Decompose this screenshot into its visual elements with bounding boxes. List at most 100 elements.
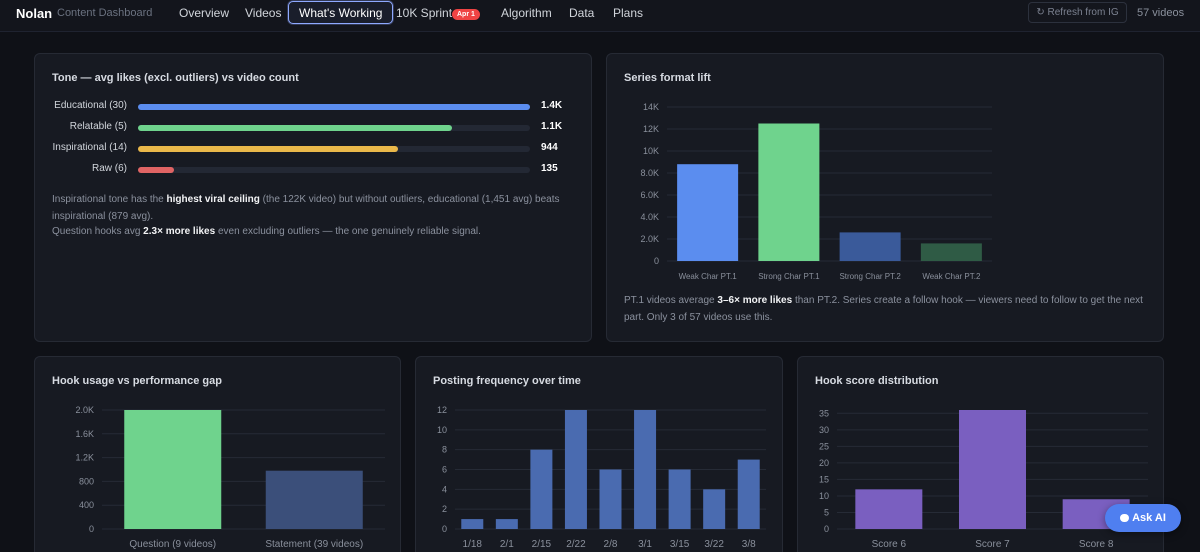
y-tick-label: 20 <box>819 458 829 468</box>
tone-card-title: Tone — avg likes (excl. outliers) vs vid… <box>52 72 299 84</box>
hook-usage-card: Hook usage vs performance gap 0 400 800 1.2… <box>34 356 401 552</box>
tone-card: Tone — avg likes (excl. outliers) vs vid… <box>34 53 592 342</box>
x-tick-label: 3/1 <box>638 539 652 550</box>
bar-2-15[interactable] <box>530 449 553 529</box>
series-lift-chart: 0 2.0K 4.0K 6.0K 8.0K 10K 12K 14K Weak Char PT.1… <box>640 102 992 281</box>
tab-data[interactable]: Data <box>569 6 595 20</box>
y-tick-label: 2 <box>442 504 447 514</box>
tone-label-relatable: Relatable (5) <box>69 121 127 132</box>
bar-score-6[interactable] <box>855 489 923 529</box>
sprint-date-badge: Apr 1 <box>452 9 480 20</box>
x-tick-label: Score 7 <box>975 539 1010 550</box>
y-tick-label: 10 <box>819 491 829 501</box>
y-tick-label: 10K <box>643 146 659 156</box>
bar-statement-39-videos-[interactable] <box>265 470 363 529</box>
bar-2-8[interactable] <box>599 469 622 530</box>
y-tick-label: 6 <box>442 465 447 475</box>
posting-frequency-card: Posting frequency over time 0 2 4 6 8 10 12 1/1… <box>415 356 783 552</box>
tab-overview[interactable]: Overview <box>179 6 230 20</box>
x-tick-label: 1/18 <box>463 539 483 550</box>
y-tick-label: 5 <box>824 507 829 517</box>
tone-value-inspirational: 944 <box>541 142 558 153</box>
tone-bar-educational <box>138 104 530 110</box>
x-tick-label: 3/22 <box>704 539 724 550</box>
x-tick-label: Statement (39 videos) <box>265 539 363 550</box>
bar-question-9-videos-[interactable] <box>124 410 222 529</box>
series-caption: PT.1 videos average 3–6× more likes than… <box>624 295 1143 323</box>
x-tick-label: Question (9 videos) <box>129 539 216 550</box>
y-tick-label: 0 <box>654 256 659 266</box>
tone-fill-inspirational <box>138 146 399 152</box>
tone-label-inspirational: Inspirational (14) <box>52 142 127 153</box>
x-tick-label: 2/15 <box>532 539 552 550</box>
bar-3-22[interactable] <box>703 489 726 529</box>
ask-ai-label: Ask AI <box>1132 512 1166 524</box>
y-tick-label: 8 <box>442 445 447 455</box>
bar-2-1[interactable] <box>495 519 518 529</box>
series-card: Series format lift 0 2.0K 4.0K 6.0K 8.0K 10K 1… <box>606 53 1164 342</box>
x-tick-label: Score 8 <box>1079 539 1114 550</box>
bar-3-8[interactable] <box>737 459 760 529</box>
tone-fill-raw <box>138 167 175 173</box>
bar-3-1[interactable] <box>634 410 657 529</box>
ask-ai-button[interactable]: Ask AI <box>1105 504 1181 532</box>
tab-plans[interactable]: Plans <box>613 6 644 20</box>
x-tick-label: 3/15 <box>670 539 690 550</box>
tone-fill-educational <box>138 104 530 110</box>
bar-score-7[interactable] <box>959 410 1026 529</box>
bar-strong-char-pt-2[interactable] <box>839 232 901 261</box>
y-tick-label: 14K <box>643 102 659 112</box>
tone-value-educational: 1.4K <box>541 100 563 111</box>
tone-bar-raw <box>138 167 530 173</box>
tone-label-raw: Raw (6) <box>91 163 127 174</box>
bar-weak-char-pt-1[interactable] <box>677 164 739 261</box>
y-tick-label: 30 <box>819 425 829 435</box>
hook-usage-chart: 0 400 800 1.2K 1.6K 2.0K Question (9 videos) St… <box>75 405 385 550</box>
bar-2-22[interactable] <box>564 410 587 529</box>
hook-score-card: Hook score distribution 0 5 10 15 20 25 30 35 Sc… <box>797 356 1164 552</box>
tone-bar-relatable <box>138 125 530 131</box>
tab-whats-working[interactable]: What's Working <box>288 1 394 24</box>
tone-value-raw: 135 <box>541 163 558 174</box>
x-tick-label: Weak Char PT.1 <box>679 272 738 281</box>
y-tick-label: 4.0K <box>640 212 659 222</box>
x-tick-label: 2/8 <box>604 539 618 550</box>
bar-1-18[interactable] <box>461 519 484 529</box>
y-tick-label: 2.0K <box>75 405 94 415</box>
brand-name: Nolan <box>16 6 53 21</box>
x-tick-label: 2/1 <box>500 539 514 550</box>
tab-10k-sprint[interactable]: 10K Sprint <box>396 6 453 20</box>
videos-count: 57 videos <box>1137 7 1185 19</box>
y-tick-label: 0 <box>89 524 94 534</box>
bar-strong-char-pt-1[interactable] <box>758 123 820 262</box>
y-tick-label: 8.0K <box>640 168 659 178</box>
refresh-from-ig-button[interactable]: ↻ Refresh from IG <box>1028 2 1127 23</box>
bar-3-15[interactable] <box>668 469 691 530</box>
y-tick-label: 1.6K <box>75 429 94 439</box>
tone-label-educational: Educational (30) <box>54 100 127 111</box>
x-tick-label: Strong Char PT.1 <box>758 272 820 281</box>
y-tick-label: 2.0K <box>640 234 659 244</box>
x-tick-label: Weak Char PT.2 <box>922 272 981 281</box>
tab-algorithm[interactable]: Algorithm <box>501 6 552 20</box>
brand-subtitle: Content Dashboard <box>57 7 153 19</box>
series-card-title: Series format lift <box>624 72 711 84</box>
hook-score-title: Hook score distribution <box>815 375 939 387</box>
hook-score-chart: 0 5 10 15 20 25 30 35 Score 6 Score 7 Score 8 <box>819 408 1148 550</box>
y-tick-label: 0 <box>442 524 447 534</box>
y-tick-label: 12K <box>643 124 659 134</box>
x-tick-label: Score 6 <box>872 539 907 550</box>
y-tick-label: 12 <box>437 405 447 415</box>
tone-bar-inspirational <box>138 146 530 152</box>
chat-icon <box>1120 514 1130 522</box>
y-tick-label: 400 <box>79 500 94 510</box>
y-tick-label: 4 <box>442 484 447 494</box>
y-tick-label: 6.0K <box>640 190 659 200</box>
tone-value-relatable: 1.1K <box>541 121 563 132</box>
tab-videos[interactable]: Videos <box>245 6 282 20</box>
top-nav: Nolan Content Dashboard Overview Videos … <box>0 0 1200 32</box>
y-tick-label: 0 <box>824 524 829 534</box>
y-tick-label: 1.2K <box>75 453 94 463</box>
bar-weak-char-pt-2[interactable] <box>920 243 982 261</box>
tone-caption-1: Inspirational tone has the highest viral… <box>52 194 560 222</box>
